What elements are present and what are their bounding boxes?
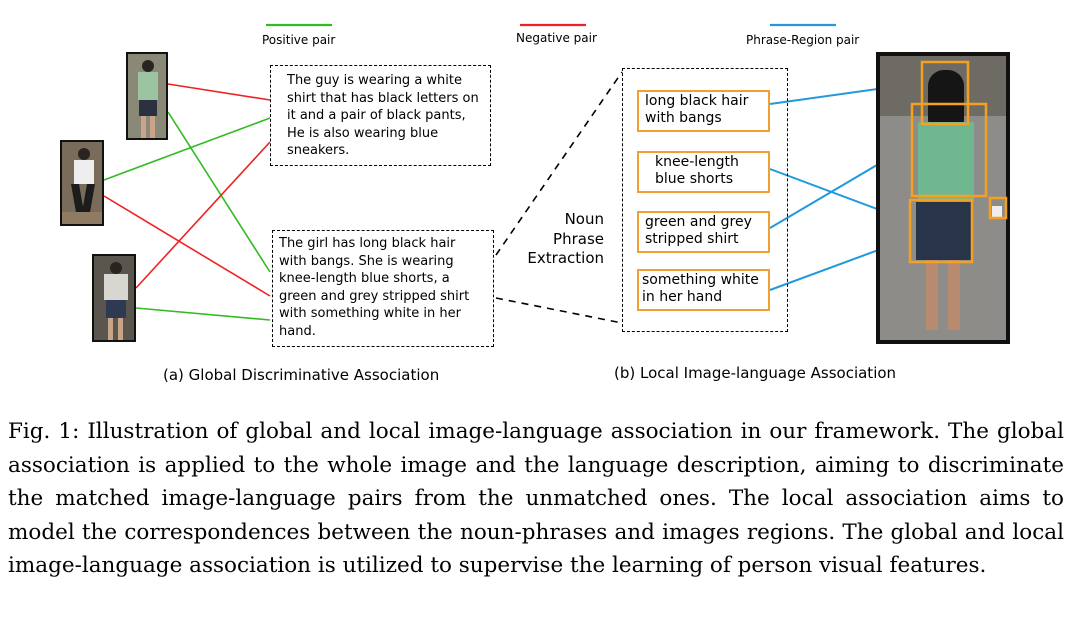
noun-phrase-extraction-label: Noun Phrase Extraction [502,210,604,269]
negative-pair-line [167,83,271,101]
figure: Positive pair Negative pair Phrase-Regio… [60,23,1010,384]
person-image-local [876,52,1010,344]
figure-caption: Fig. 1: Illustration of global and local… [8,419,1064,578]
region-shirt [910,102,988,198]
extraction-dash-line [495,297,623,324]
phrase-list-container [622,68,788,332]
positive-pair-line [103,117,271,181]
region-hand-object [988,196,1008,220]
positive-pair-line [167,111,271,273]
description-guy: The guy is wearing a white shirt that ha… [270,65,491,166]
person-image-girl [126,52,168,140]
region-hair [920,60,970,126]
phrase-box-hand: something white in her hand [637,269,770,311]
description-girl: The girl has long black hair with bangs.… [272,230,494,347]
subcaption-local: (b) Local Image-language Association [614,364,897,382]
person-image-other [92,254,136,342]
extraction-dash-line [495,71,623,256]
npe-line-1: Noun [564,210,604,228]
positive-pair-line [135,307,271,321]
legend-negative-label: Negative pair [516,31,597,45]
negative-pair-line [135,141,271,289]
phrase-box-hair: long black hair with bangs [637,90,770,132]
region-shorts [908,198,974,264]
legend-phrase-region-label: Phrase-Region pair [746,33,860,47]
person-image-guy [60,140,104,226]
legend-positive-label: Positive pair [262,33,336,47]
phrase-box-shorts: knee-length blue shorts [637,151,770,193]
subcaption-global: (a) Global Discriminative Association [163,366,440,384]
phrase-box-shirt: green and grey stripped shirt [637,211,770,253]
region-boxes [908,60,1008,264]
npe-line-2: Phrase [553,229,604,248]
negative-pair-line [103,195,271,297]
npe-line-3: Extraction [527,249,604,267]
